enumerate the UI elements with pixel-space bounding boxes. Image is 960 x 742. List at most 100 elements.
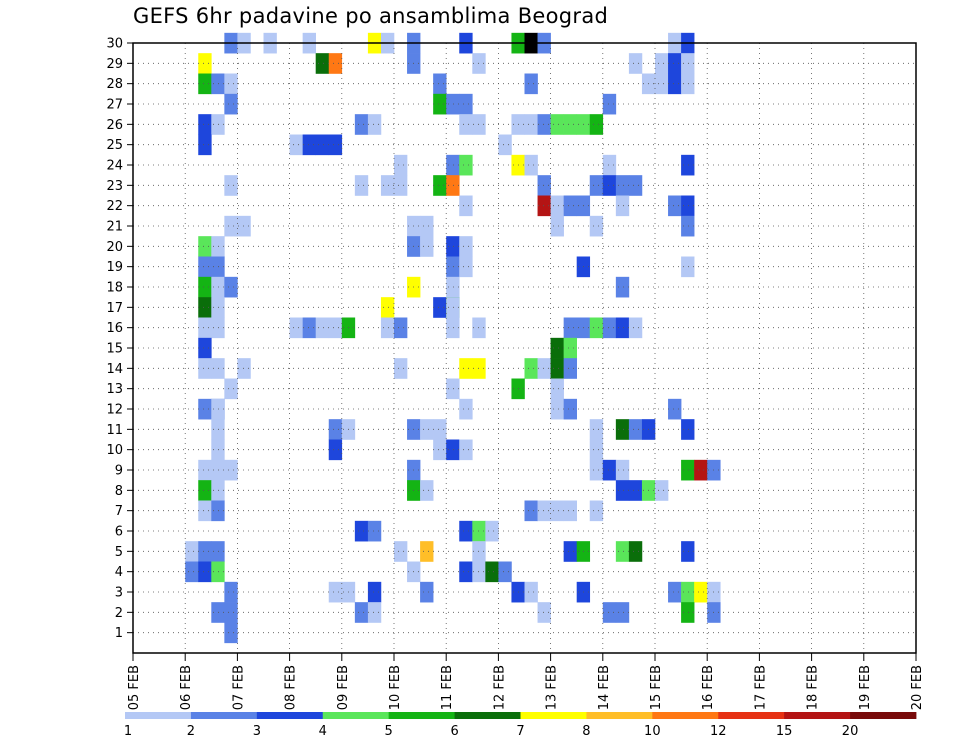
colorbar-label: 12 <box>710 724 727 739</box>
heatmap-cell <box>380 175 395 196</box>
heatmap-cell <box>211 236 225 257</box>
heatmap-cell <box>655 53 669 74</box>
heatmap-cell <box>615 541 630 562</box>
heatmap-cell <box>198 358 212 379</box>
heatmap-cell <box>433 297 447 318</box>
heatmap-cell <box>681 73 695 95</box>
heatmap-cell <box>668 581 682 603</box>
heatmap-cell <box>211 500 225 522</box>
heatmap-cell <box>589 215 604 237</box>
heatmap-cell <box>380 317 395 339</box>
heatmap-cell <box>589 500 604 522</box>
heatmap-cell <box>628 480 643 501</box>
x-tick-label: 18 FEB <box>806 665 821 710</box>
heatmap-cell <box>224 622 238 644</box>
heatmap-cell <box>602 154 617 176</box>
colorbar: 1 2 3 4 5 6 7 8 10 12 15 20 <box>124 712 917 739</box>
heatmap-cell <box>420 419 434 440</box>
y-tick-label: 16 <box>106 321 123 336</box>
heatmap-cell <box>550 337 564 359</box>
heatmap-cell <box>459 520 473 542</box>
heatmap-cell <box>420 541 434 562</box>
heatmap-cell <box>224 378 238 400</box>
heatmap-cell <box>211 439 225 461</box>
heatmap-cell <box>589 175 604 196</box>
y-tick-label: 30 <box>106 37 123 52</box>
heatmap-cell <box>211 561 225 583</box>
heatmap-cell <box>198 276 212 298</box>
heatmap-cell <box>459 439 473 461</box>
heatmap-cell <box>628 541 643 562</box>
heatmap-cell <box>615 480 630 501</box>
heatmap-cell <box>211 276 225 298</box>
heatmap-cell <box>302 134 316 156</box>
heatmap-cell <box>224 93 238 115</box>
heatmap-cell <box>550 398 564 420</box>
x-tick-label: 14 FEB <box>597 665 612 710</box>
heatmap-cell <box>668 53 682 74</box>
colorbar-label: 2 <box>187 724 195 739</box>
colorbar-swatch <box>784 712 851 719</box>
heatmap-cell <box>681 581 695 603</box>
heatmap-cell <box>602 317 617 339</box>
heatmap-cell <box>446 378 460 400</box>
heatmap-cell <box>694 459 708 481</box>
y-tick-label: 3 <box>115 586 123 601</box>
heatmap-cell <box>433 419 447 440</box>
colorbar-swatch <box>256 712 324 719</box>
heatmap-cell <box>211 317 225 339</box>
heatmap-cell <box>394 175 408 196</box>
y-tick-label: 10 <box>106 443 123 458</box>
heatmap-cell <box>446 276 460 298</box>
x-tick-label: 11 FEB <box>440 665 455 710</box>
y-tick-label: 25 <box>106 138 123 153</box>
heatmap-cell <box>615 459 630 481</box>
heatmap-cell <box>328 581 343 603</box>
heatmap-cell <box>681 459 695 481</box>
heatmap-cell <box>367 581 382 603</box>
heatmap-cell <box>420 581 434 603</box>
heatmap-cell <box>380 297 395 318</box>
heatmap-cell <box>224 459 238 481</box>
heatmap-cell <box>563 337 577 359</box>
heatmap-cell <box>198 500 212 522</box>
heatmap-cell <box>550 215 564 237</box>
heatmap-cell <box>446 317 460 339</box>
heatmap-cell <box>224 175 238 196</box>
heatmap-cell <box>433 93 447 115</box>
y-tick-label: 12 <box>106 403 123 418</box>
heatmap-cell <box>354 520 369 542</box>
heatmap-cell <box>328 317 343 339</box>
heatmap-cell <box>289 134 303 156</box>
heatmap-cell <box>628 419 643 440</box>
heatmap-cell <box>198 53 212 74</box>
heatmap-cell <box>446 154 460 176</box>
heatmap-cell <box>550 358 564 379</box>
x-tick-label: 13 FEB <box>545 665 560 710</box>
x-tick-label: 15 FEB <box>649 665 664 710</box>
heatmap-cell <box>446 439 460 461</box>
heatmap-cell <box>537 358 551 379</box>
heatmap-cell <box>211 256 225 278</box>
heatmap-cell <box>224 215 238 237</box>
heatmap-cell <box>563 500 577 522</box>
y-tick-label: 2 <box>115 606 123 621</box>
heatmap-cell <box>198 459 212 481</box>
heatmap-cell <box>681 541 695 562</box>
heatmap-cell <box>459 256 473 278</box>
heatmap-cell <box>433 439 447 461</box>
heatmap-cell <box>433 175 447 196</box>
heatmap-cell <box>681 154 695 176</box>
heatmap-cell <box>602 93 617 115</box>
heatmap-cell <box>681 256 695 278</box>
heatmap-cell <box>211 419 225 440</box>
y-tick-label: 21 <box>106 220 123 235</box>
heatmap-cell <box>681 215 695 237</box>
y-tick-label: 27 <box>106 98 123 113</box>
heatmap-cell <box>628 317 643 339</box>
y-tick-label: 4 <box>115 565 123 580</box>
colorbar-label: 5 <box>385 724 393 739</box>
x-tick-label: 10 FEB <box>388 665 403 710</box>
heatmap-cell <box>211 541 225 562</box>
